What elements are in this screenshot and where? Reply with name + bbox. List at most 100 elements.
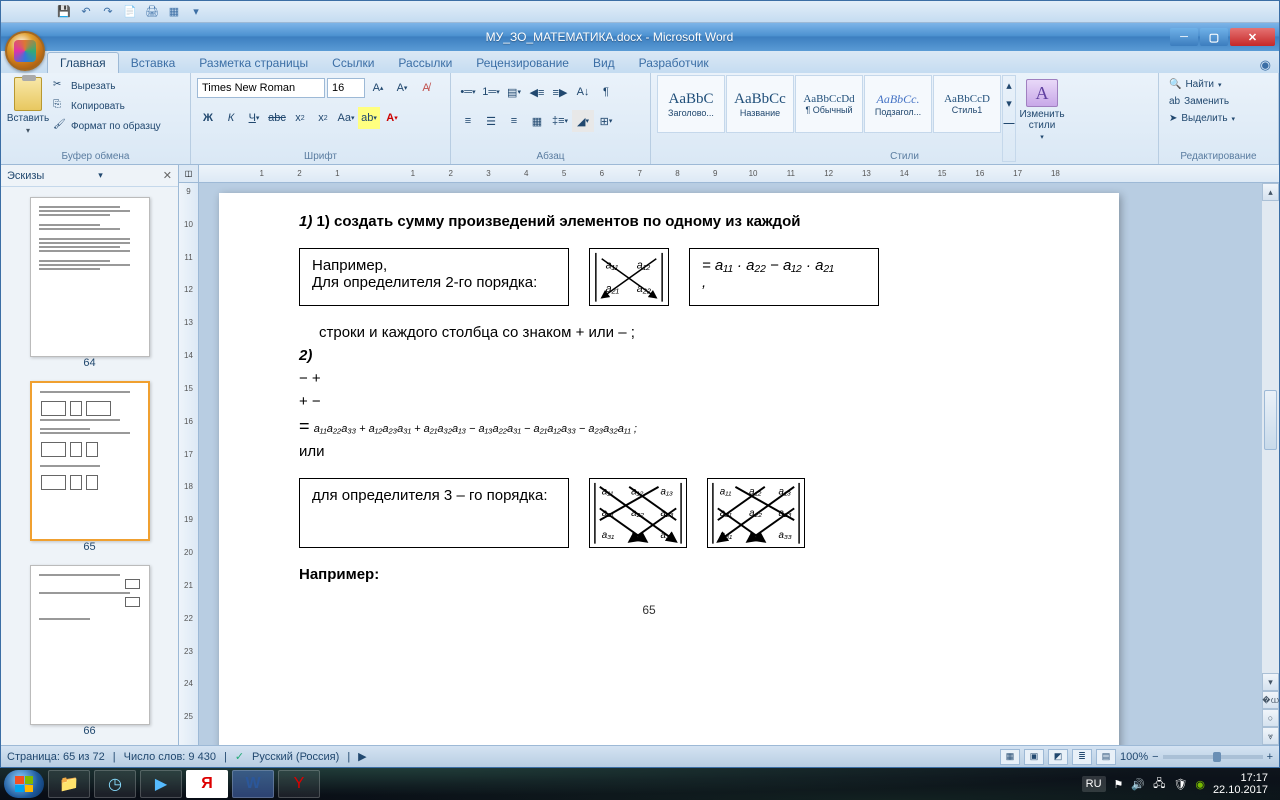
- qat-btn-4[interactable]: 📄: [121, 3, 139, 21]
- shrink-font-button[interactable]: A▾: [391, 77, 413, 99]
- change-case-button[interactable]: Aa▾: [335, 107, 357, 129]
- styles-more-button[interactable]: ⎼: [1003, 112, 1015, 130]
- tab-insert[interactable]: Вставка: [119, 53, 188, 73]
- align-left-button[interactable]: ≡: [457, 110, 479, 132]
- zoom-level[interactable]: 100%: [1120, 751, 1148, 763]
- scroll-down-button[interactable]: ▾: [1262, 673, 1279, 691]
- tab-references[interactable]: Ссылки: [320, 53, 386, 73]
- underline-button[interactable]: Ч▾: [243, 107, 265, 129]
- copy-button[interactable]: ⎘Копировать: [49, 97, 165, 115]
- zoom-slider[interactable]: [1163, 755, 1263, 759]
- tab-mailings[interactable]: Рассылки: [386, 53, 464, 73]
- italic-button[interactable]: К: [220, 107, 242, 129]
- next-page-button[interactable]: ⩔: [1262, 727, 1279, 745]
- align-center-button[interactable]: ☰: [480, 110, 502, 132]
- prev-page-button[interactable]: �ധ: [1262, 691, 1279, 709]
- font-name-select[interactable]: [197, 78, 325, 98]
- tray-shield-icon[interactable]: 🛡: [1173, 778, 1187, 791]
- grow-font-button[interactable]: A▴: [367, 77, 389, 99]
- thumbnail-page[interactable]: [30, 197, 150, 357]
- highlight-button[interactable]: ab▾: [358, 107, 380, 129]
- vertical-ruler[interactable]: 910111213141516171819202122232425: [179, 183, 199, 745]
- tab-view[interactable]: Вид: [581, 53, 627, 73]
- close-button[interactable]: ✕: [1230, 28, 1275, 46]
- numbering-button[interactable]: 1═▾: [480, 81, 502, 103]
- view-outline-button[interactable]: ≣: [1072, 749, 1092, 765]
- tab-home[interactable]: Главная: [47, 52, 119, 73]
- maximize-button[interactable]: ▢: [1200, 28, 1228, 46]
- strike-button[interactable]: abc: [266, 107, 288, 129]
- redo-icon[interactable]: ↷: [99, 3, 117, 21]
- thumbnails-list[interactable]: 64: [1, 187, 178, 745]
- styles-up-button[interactable]: ▴: [1003, 76, 1015, 94]
- status-words[interactable]: Число слов: 9 430: [124, 751, 216, 763]
- superscript-button[interactable]: x2: [312, 107, 334, 129]
- select-button[interactable]: ➤Выделить▾: [1165, 111, 1272, 126]
- view-web-button[interactable]: ◩: [1048, 749, 1068, 765]
- macro-icon[interactable]: ▶: [358, 750, 366, 763]
- indent-inc-button[interactable]: ≡▶: [549, 81, 571, 103]
- taskbar-browser-icon[interactable]: Y: [278, 770, 320, 798]
- qat-btn-5[interactable]: 🖨: [143, 3, 161, 21]
- bold-button[interactable]: Ж: [197, 107, 219, 129]
- status-page[interactable]: Страница: 65 из 72: [7, 751, 105, 763]
- undo-icon[interactable]: ↶: [77, 3, 95, 21]
- tray-volume-icon[interactable]: 🔊: [1131, 778, 1145, 791]
- page-area[interactable]: 1) 1) создать сумму произведений элемент…: [199, 183, 1261, 745]
- multilevel-button[interactable]: ▤▾: [503, 81, 525, 103]
- qat-more-icon[interactable]: ▾: [187, 3, 205, 21]
- paste-button[interactable]: Вставить ▾: [7, 75, 49, 162]
- tab-review[interactable]: Рецензирование: [464, 53, 581, 73]
- borders-button[interactable]: ⊞▾: [595, 110, 617, 132]
- align-right-button[interactable]: ≡: [503, 110, 525, 132]
- tab-developer[interactable]: Разработчик: [627, 53, 721, 73]
- zoom-out-button[interactable]: −: [1152, 751, 1158, 763]
- vertical-scrollbar[interactable]: ▴ ▾ �ധ ○ ⩔: [1261, 183, 1279, 745]
- start-button[interactable]: [4, 770, 44, 798]
- style-item[interactable]: AaBbCcDСтиль1: [933, 75, 1001, 133]
- browse-object-button[interactable]: ○: [1262, 709, 1279, 727]
- replace-button[interactable]: abЗаменить: [1165, 94, 1272, 109]
- show-marks-button[interactable]: ¶: [595, 81, 617, 103]
- format-painter-button[interactable]: 🖌Формат по образцу: [49, 117, 165, 135]
- zoom-in-button[interactable]: +: [1267, 751, 1273, 763]
- styles-down-button[interactable]: ▾: [1003, 94, 1015, 112]
- language-indicator[interactable]: RU: [1082, 776, 1106, 792]
- shading-button[interactable]: ◢▾: [572, 110, 594, 132]
- justify-button[interactable]: ▦: [526, 110, 548, 132]
- qat-btn-6[interactable]: ▦: [165, 3, 183, 21]
- change-styles-button[interactable]: A Изменить стили ▾: [1016, 75, 1068, 162]
- taskbar-yandex-icon[interactable]: Я: [186, 770, 228, 798]
- close-panel-icon[interactable]: ✕: [163, 169, 172, 182]
- save-icon[interactable]: 💾: [55, 3, 73, 21]
- bullets-button[interactable]: •═▾: [457, 81, 479, 103]
- thumbnail-page[interactable]: [30, 381, 150, 541]
- sort-button[interactable]: A↓: [572, 81, 594, 103]
- tab-page-layout[interactable]: Разметка страницы: [187, 53, 320, 73]
- style-item[interactable]: AaBbCcНазвание: [726, 75, 794, 133]
- style-gallery[interactable]: AaBbCЗаголово... AaBbCcНазвание AaBbCcDd…: [657, 75, 1016, 162]
- clear-format-button[interactable]: A̸: [415, 77, 437, 99]
- indent-dec-button[interactable]: ◀≡: [526, 81, 548, 103]
- view-print-layout-button[interactable]: ▦: [1000, 749, 1020, 765]
- font-color-button[interactable]: A▾: [381, 107, 403, 129]
- taskbar-media-icon[interactable]: ▶: [140, 770, 182, 798]
- horizontal-ruler[interactable]: 121123456789101112131415161718: [179, 165, 1279, 183]
- thumbs-dropdown-icon[interactable]: ▾: [98, 170, 103, 181]
- spellcheck-icon[interactable]: ✓: [235, 750, 244, 763]
- style-item[interactable]: AaBbCc.Подзагол...: [864, 75, 932, 133]
- help-icon[interactable]: ◉: [1260, 57, 1271, 73]
- taskbar-clock[interactable]: 17:17 22.10.2017: [1213, 772, 1268, 796]
- scroll-thumb[interactable]: [1264, 390, 1277, 450]
- scroll-track[interactable]: [1262, 201, 1279, 673]
- style-item[interactable]: AaBbCЗаголово...: [657, 75, 725, 133]
- taskbar-explorer-icon[interactable]: 📁: [48, 770, 90, 798]
- line-spacing-button[interactable]: ‡≡▾: [549, 110, 571, 132]
- view-full-screen-button[interactable]: ▣: [1024, 749, 1044, 765]
- taskbar-word-icon[interactable]: W: [232, 770, 274, 798]
- subscript-button[interactable]: x2: [289, 107, 311, 129]
- font-size-select[interactable]: [327, 78, 365, 98]
- minimize-button[interactable]: ─: [1170, 28, 1198, 46]
- taskbar-app-icon[interactable]: ◷: [94, 770, 136, 798]
- office-button[interactable]: [5, 31, 45, 71]
